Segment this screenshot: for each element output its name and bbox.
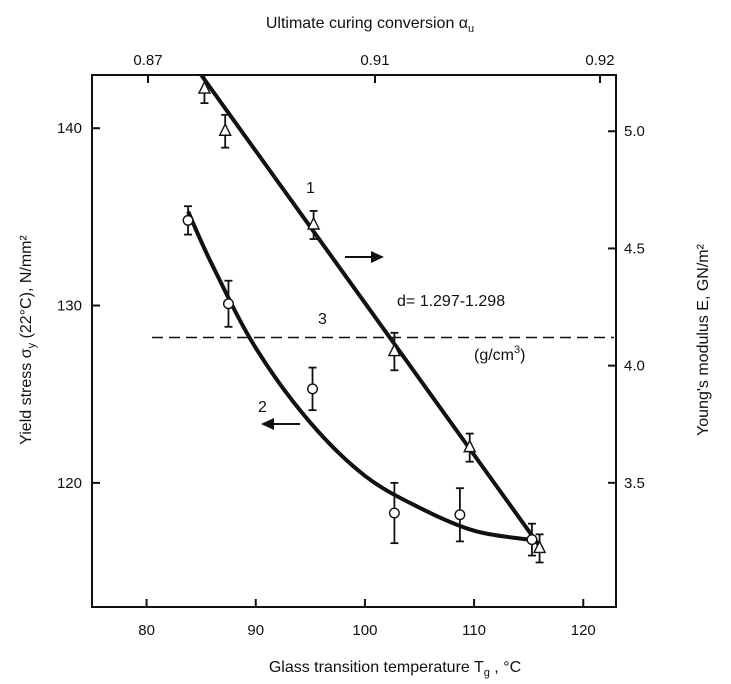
y-right-tick-label: 5.0 bbox=[624, 123, 645, 140]
top-axis-title-main: Ultimate curing conversion α bbox=[266, 15, 468, 32]
circle-marker bbox=[307, 383, 319, 395]
x-top-tick-label: 0.87 bbox=[133, 52, 162, 69]
x-tick-label: 90 bbox=[247, 622, 264, 639]
top-axis-title: Ultimate curing conversion αu bbox=[266, 15, 474, 35]
bottom-axis-title-unit: , °C bbox=[490, 659, 521, 676]
triangle-marker bbox=[218, 122, 232, 136]
circle-marker bbox=[388, 507, 400, 519]
circle-marker bbox=[182, 214, 194, 226]
y-left-tick-label: 130 bbox=[57, 298, 82, 315]
label-curve-2: 2 bbox=[258, 399, 267, 416]
y-right-tick-label: 4.5 bbox=[624, 240, 645, 257]
triangle-marker bbox=[197, 80, 212, 94]
y-right-tick-label: 3.5 bbox=[624, 475, 645, 492]
arrow-right-icon bbox=[345, 251, 384, 263]
fit-curve-series-2 bbox=[186, 210, 530, 542]
triangle-marker bbox=[463, 439, 477, 453]
arrow-left-icon bbox=[261, 418, 300, 430]
left-axis-title: Yield stress σy (22°C), N/mm² bbox=[18, 235, 38, 445]
label-line-3: 3 bbox=[318, 311, 327, 328]
right-axis-title: Young's modulus E, GN/m² bbox=[695, 243, 712, 436]
x-tick-label: 80 bbox=[138, 622, 155, 639]
left-axis-title-main: Yield stress σ bbox=[18, 348, 35, 445]
label-density-unit: (g/cm3) bbox=[474, 344, 525, 364]
x-top-tick-label: 0.91 bbox=[360, 52, 389, 69]
data-marks bbox=[182, 74, 547, 564]
triangle-marker bbox=[306, 216, 321, 230]
circle-marker bbox=[526, 534, 538, 546]
left-axis-title-sub: y bbox=[26, 342, 38, 348]
axis-ticks: 80 90 100 110 120 120 130 140 3.5 4.0 4.5 5.0 0.87 0.… bbox=[57, 52, 645, 639]
x-tick-label: 100 bbox=[352, 622, 377, 639]
y-right-tick-label: 4.0 bbox=[624, 358, 645, 375]
y-left-tick-label: 120 bbox=[57, 475, 82, 492]
top-axis-title-sub: u bbox=[468, 23, 474, 35]
bottom-axis-title-main: Glass transition temperature T bbox=[269, 659, 484, 676]
left-axis-title-unit: (22°C), N/mm² bbox=[18, 235, 35, 343]
label-density-unit-close: ) bbox=[520, 347, 525, 364]
x-tick-label: 120 bbox=[571, 622, 596, 639]
triangle-marker bbox=[387, 342, 402, 357]
fit-line-series-1 bbox=[199, 73, 542, 548]
label-density-unit-exp: 3 bbox=[514, 344, 520, 356]
x-tick-label: 110 bbox=[462, 622, 486, 639]
label-density: d= 1.297-1.298 bbox=[397, 293, 505, 310]
circle-marker bbox=[222, 298, 234, 310]
y-left-tick-label: 140 bbox=[57, 120, 82, 137]
x-top-tick-label: 0.92 bbox=[585, 52, 614, 69]
bottom-axis-title: Glass transition temperature Tg , °C bbox=[269, 659, 521, 679]
plot-frame bbox=[91, 74, 617, 608]
triangle-marker bbox=[532, 539, 547, 554]
circle-marker bbox=[454, 509, 466, 521]
bottom-axis-title-sub: g bbox=[484, 667, 490, 679]
label-curve-1: 1 bbox=[306, 180, 315, 197]
